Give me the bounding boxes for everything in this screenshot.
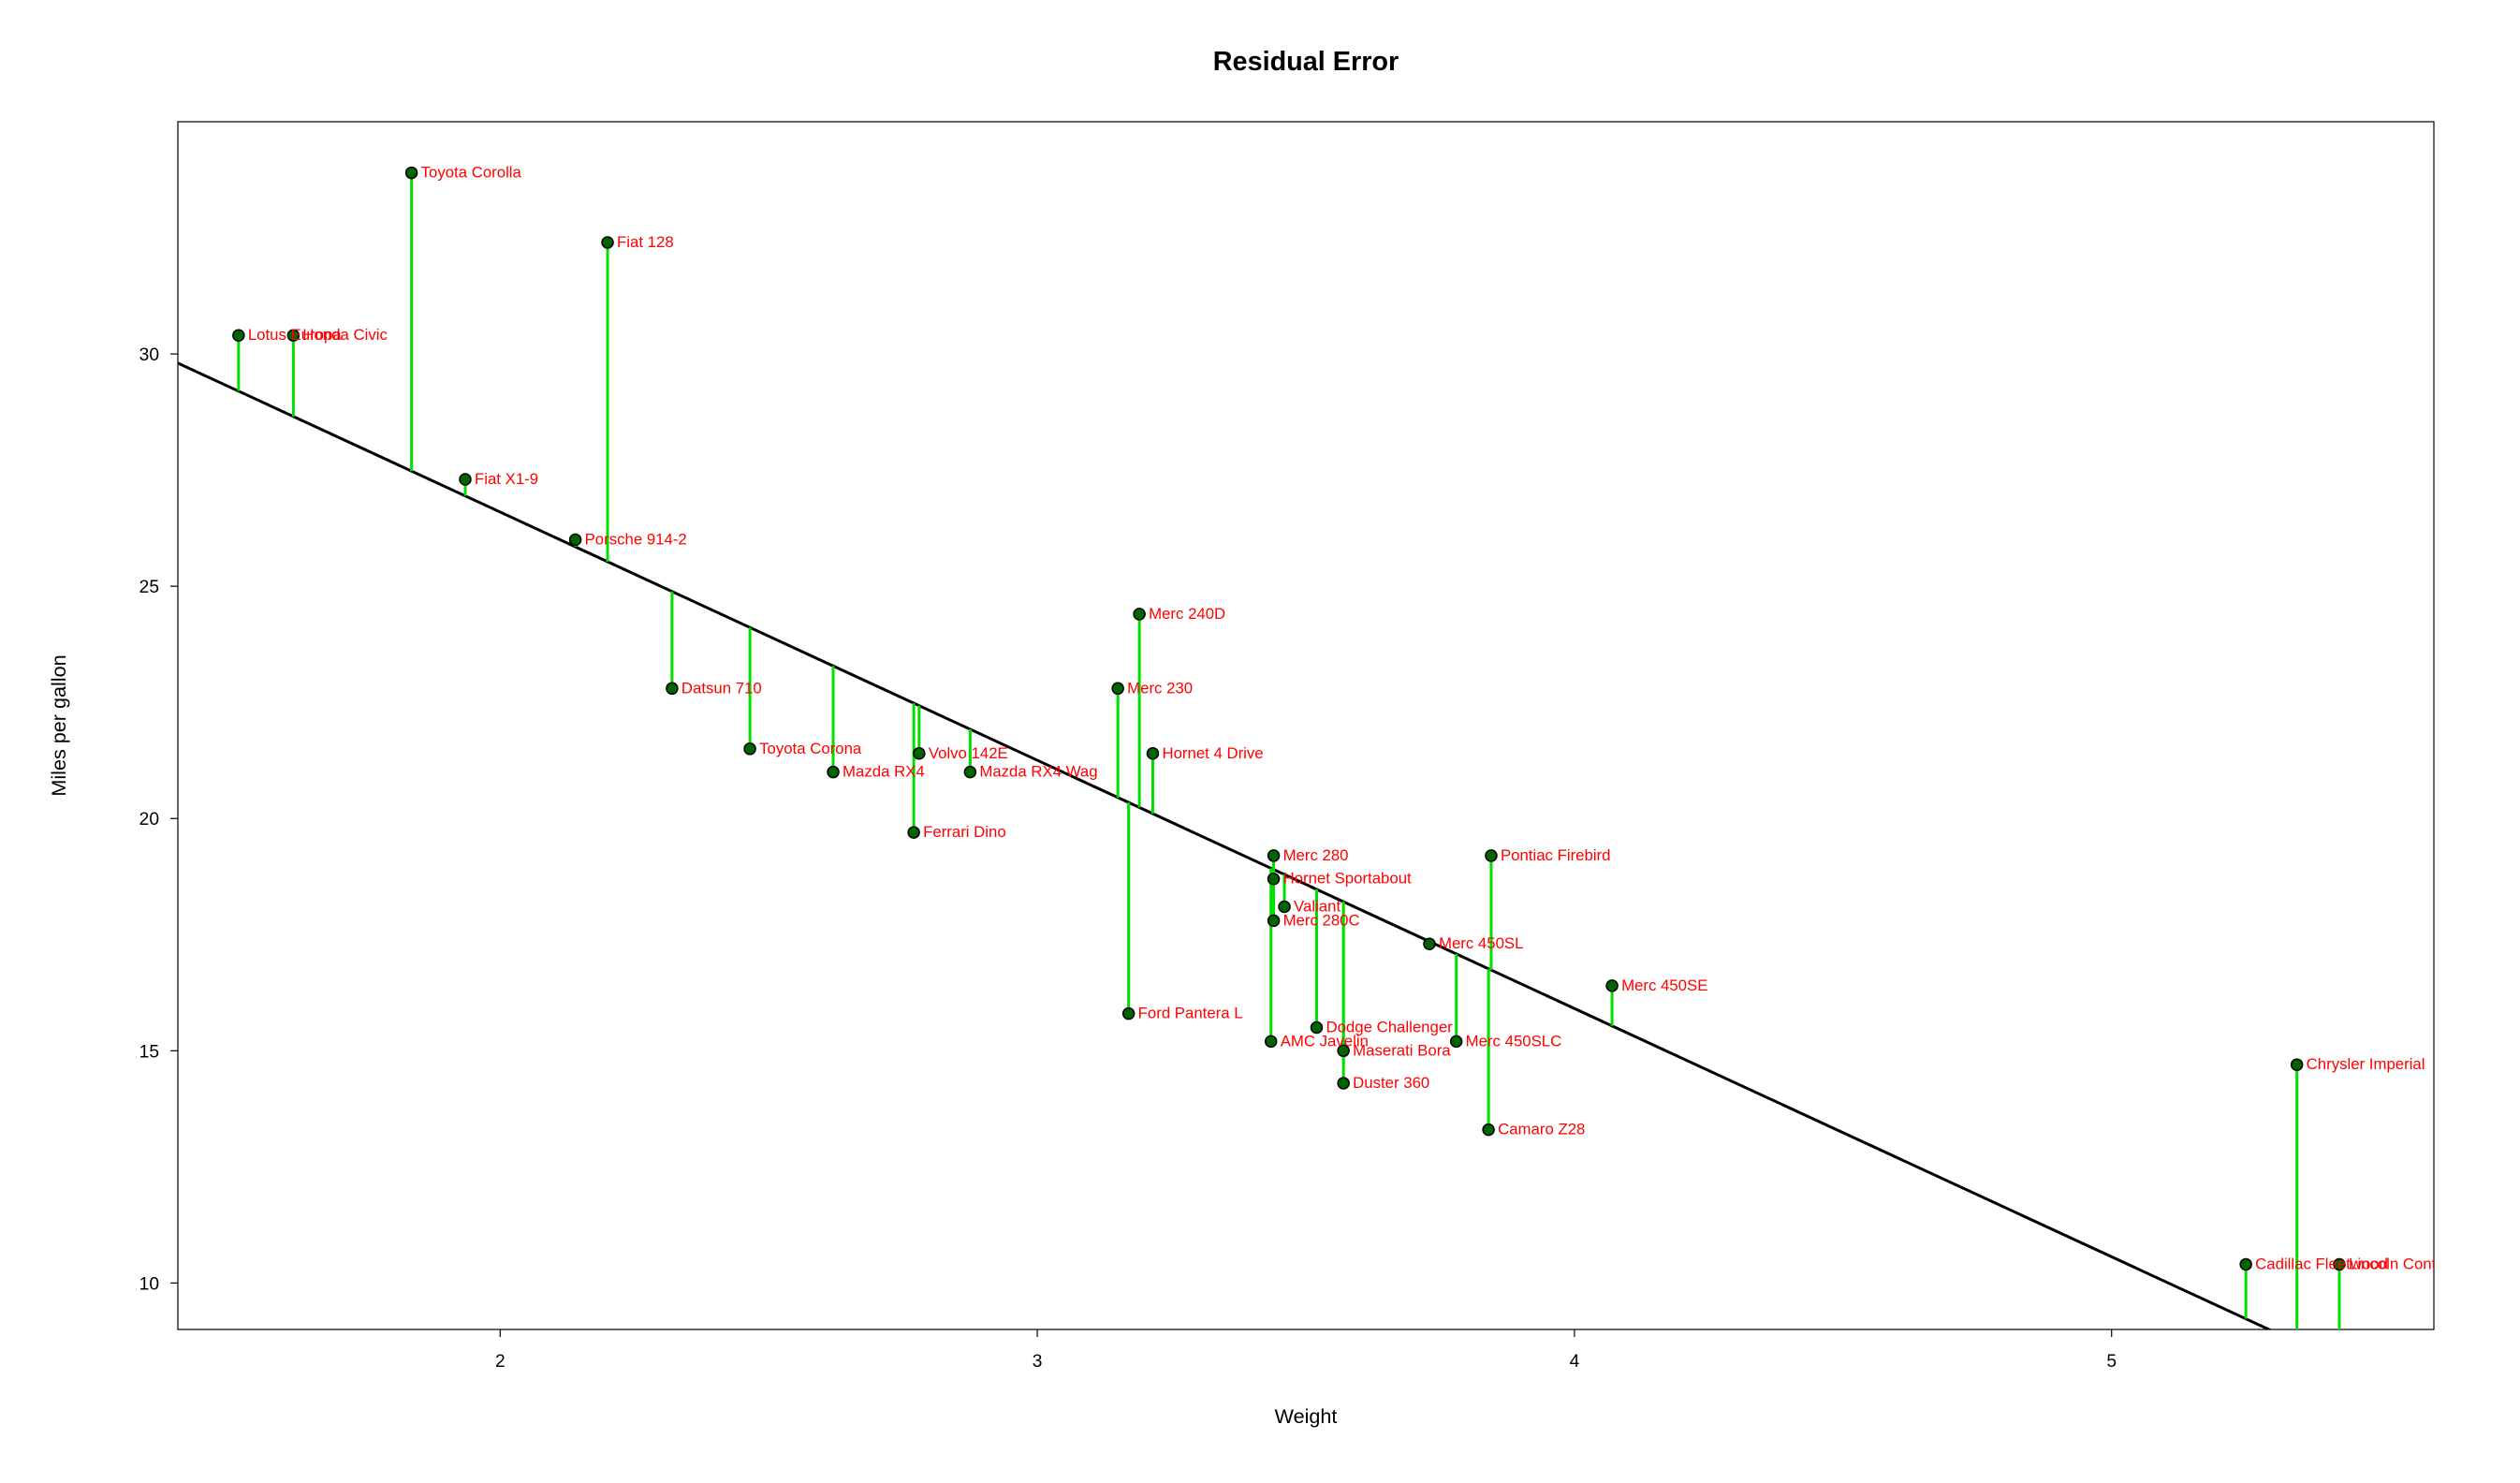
point-label: Datsun 710 [681, 679, 762, 697]
data-point [1112, 683, 1123, 694]
data-point [2240, 1259, 2251, 1270]
data-point [406, 168, 418, 179]
point-label: Duster 360 [1353, 1074, 1429, 1092]
point-label: Mazda RX4 [842, 763, 925, 781]
data-point [744, 743, 755, 755]
data-point [1147, 748, 1158, 759]
data-point [1606, 980, 1618, 991]
point-label: Merc 450SLC [1466, 1032, 1562, 1050]
point-label: Camaro Z28 [1498, 1121, 1585, 1138]
data-point [667, 683, 678, 694]
data-point [2292, 1059, 2303, 1070]
point-label: Ford Pantera L [1138, 1005, 1243, 1022]
y-tick-label: 30 [139, 345, 159, 365]
data-point [602, 237, 613, 248]
data-point [1134, 609, 1145, 620]
point-label: Merc 450SL [1439, 934, 1523, 952]
point-label: Hornet 4 Drive [1162, 744, 1263, 762]
point-label: Ferrari Dino [923, 823, 1006, 841]
data-point [908, 827, 919, 838]
data-point [1486, 850, 1497, 861]
y-tick-label: 15 [139, 1042, 159, 1062]
point-label: Merc 450SE [1621, 976, 1707, 994]
point-label: Toyota Corona [759, 740, 862, 757]
point-label: Hornet Sportabout [1283, 870, 1412, 888]
point-label: Merc 230 [1127, 679, 1193, 697]
y-tick-label: 25 [139, 578, 159, 597]
point-label: Chrysler Imperial [2307, 1055, 2425, 1073]
data-point [1268, 850, 1280, 861]
data-point [828, 767, 839, 778]
residual-error-chart: Residual Error Weight Miles per gallon 2 3 4 5… [0, 0, 2520, 1483]
data-point [964, 767, 975, 778]
point-label: Merc 240D [1149, 605, 1225, 623]
point-label: Pontiac Firebird [1501, 846, 1611, 864]
point-label: Fiat X1-9 [475, 470, 538, 488]
x-tick-label: 5 [2106, 1352, 2117, 1372]
chart-container: Residual Error Weight Miles per gallon 2 3 4 5… [0, 0, 2520, 1483]
x-tick-label: 4 [1570, 1352, 1580, 1372]
data-point [570, 535, 581, 546]
data-point [1268, 915, 1280, 926]
point-label: Maserati Bora [1353, 1041, 1451, 1059]
x-tick-label: 2 [495, 1352, 505, 1372]
plot-border [178, 122, 2434, 1329]
data-point [1268, 874, 1280, 885]
data-point [1424, 938, 1435, 949]
y-tick-label: 10 [139, 1274, 159, 1294]
point-label: Lincoln Continental [2349, 1255, 2483, 1273]
point-label: Mazda RX4 Wag [979, 763, 1097, 781]
point-label: Merc 280C [1283, 911, 1360, 929]
data-point [1338, 1078, 1349, 1089]
point-label: Porsche 914-2 [585, 531, 687, 549]
point-label: Lotus Europa [248, 326, 342, 344]
data-point [1266, 1035, 1277, 1047]
data-point [1451, 1035, 1462, 1047]
data-point [233, 330, 244, 341]
point-label: Volvo 142E [929, 744, 1008, 762]
data-point [460, 474, 471, 485]
point-label: Fiat 128 [617, 233, 674, 251]
y-axis-label: Miles per gallon [47, 654, 70, 796]
x-axis-label: Weight [1275, 1404, 1338, 1428]
plot-area: Mazda RX4 Mazda RX4 Wag Datsun 710 Hornet 4… [178, 164, 2483, 1406]
point-label: Toyota Corolla [421, 164, 522, 182]
y-tick-label: 20 [139, 810, 159, 830]
x-tick-label: 3 [1033, 1352, 1043, 1372]
point-label: Merc 280 [1283, 846, 1349, 864]
chart-title: Residual Error [1213, 47, 1399, 77]
data-point [914, 748, 925, 759]
data-point [1483, 1124, 1494, 1136]
data-point [1123, 1008, 1135, 1020]
